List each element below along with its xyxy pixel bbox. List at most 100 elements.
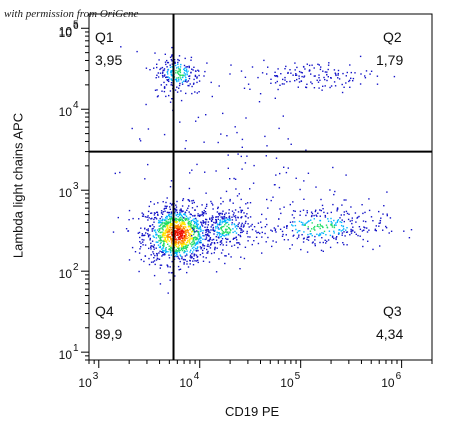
event-dot <box>340 224 343 227</box>
event-dot <box>235 188 237 190</box>
event-dot <box>169 208 171 210</box>
event-dot <box>158 246 161 248</box>
event-dot <box>184 75 186 77</box>
event-dot <box>199 246 202 248</box>
event-dot <box>155 234 157 236</box>
event-dot <box>181 257 183 260</box>
event-dot <box>318 226 320 228</box>
event-dot <box>374 228 377 230</box>
event-dot <box>178 247 180 249</box>
event-dot <box>192 251 194 253</box>
event-dot <box>215 225 217 228</box>
event-dot <box>136 50 138 53</box>
event-dot <box>183 235 186 237</box>
event-dot <box>173 230 176 233</box>
event-dot <box>178 80 180 82</box>
event-dot <box>153 203 155 205</box>
event-dot <box>333 193 335 196</box>
event-dot <box>240 210 243 212</box>
event-dot <box>155 231 157 233</box>
event-dot <box>194 221 196 223</box>
quadrant-q4-name: Q4 <box>95 303 114 319</box>
event-dot <box>191 200 193 202</box>
event-dot <box>346 231 349 233</box>
event-dot <box>259 232 261 235</box>
event-dot <box>189 238 191 240</box>
event-dot <box>177 233 179 235</box>
event-dot <box>240 231 242 234</box>
event-dot <box>361 204 363 206</box>
event-dot <box>200 237 202 239</box>
event-dot <box>184 226 186 228</box>
event-dot <box>410 229 413 231</box>
event-dot <box>182 227 184 230</box>
event-dot <box>335 73 337 75</box>
event-dot <box>139 138 141 140</box>
event-dot <box>178 214 181 216</box>
event-dot <box>322 70 324 72</box>
event-dot <box>159 225 161 227</box>
event-dot <box>281 235 284 237</box>
event-dot <box>182 199 184 202</box>
event-dot <box>165 247 167 249</box>
event-dot <box>362 245 364 248</box>
event-dot <box>186 237 188 240</box>
event-dot <box>331 235 334 237</box>
event-dot <box>200 230 202 232</box>
event-dot <box>188 240 190 242</box>
event-dot <box>341 91 344 94</box>
event-dot <box>176 253 178 256</box>
event-dot <box>187 207 189 209</box>
quadrant-q1-percent: 3,95 <box>95 52 123 68</box>
event-dot <box>205 192 207 194</box>
event-dot <box>196 238 198 241</box>
event-dot <box>205 238 208 240</box>
event-dot <box>171 46 173 49</box>
event-dot <box>158 222 161 224</box>
event-dot <box>166 225 168 227</box>
event-dot <box>195 217 197 220</box>
event-dot <box>354 72 356 74</box>
event-dot <box>386 191 388 193</box>
event-dot <box>386 213 388 215</box>
event-dot <box>189 263 191 265</box>
event-dot <box>226 221 229 224</box>
event-dot <box>191 253 193 255</box>
event-dot <box>177 213 179 216</box>
event-dot <box>197 231 199 233</box>
event-dot <box>337 74 339 76</box>
event-dot <box>196 246 199 248</box>
event-dot <box>305 86 307 88</box>
event-dot <box>277 88 279 91</box>
event-dot <box>168 233 171 235</box>
event-dot <box>183 64 186 67</box>
event-dot <box>295 73 297 75</box>
event-dot <box>235 236 237 238</box>
event-dot <box>198 91 200 93</box>
event-dot <box>224 262 226 265</box>
event-dot <box>226 218 229 221</box>
event-dot <box>361 230 364 232</box>
event-dot <box>275 157 278 159</box>
event-dot <box>188 233 191 235</box>
event-dot <box>334 190 336 193</box>
event-dot <box>204 207 207 209</box>
event-dot <box>238 193 240 195</box>
event-dot <box>232 214 235 216</box>
event-dot <box>234 178 237 180</box>
event-dot <box>190 245 193 247</box>
event-dot <box>189 222 191 225</box>
event-dot <box>187 225 190 228</box>
event-dot <box>177 224 179 226</box>
event-dot <box>301 72 303 74</box>
event-dot <box>186 250 188 252</box>
event-dot <box>162 201 164 203</box>
event-dot <box>207 250 209 253</box>
event-dot <box>220 227 223 229</box>
event-dot <box>324 85 326 87</box>
event-dot <box>314 243 316 245</box>
event-dot <box>181 237 183 239</box>
event-dot <box>341 83 343 86</box>
event-dot <box>327 64 330 66</box>
event-dot <box>261 236 263 238</box>
